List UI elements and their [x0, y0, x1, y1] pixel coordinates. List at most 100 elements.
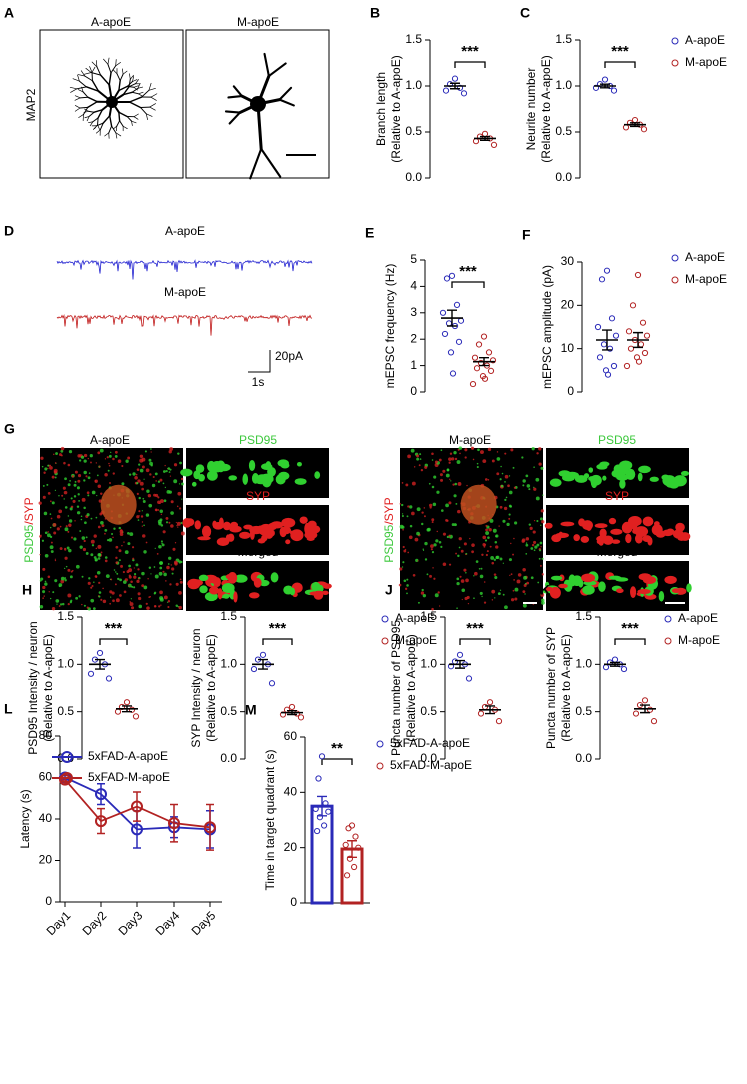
image-detail [87, 476, 91, 480]
image-detail [446, 519, 449, 522]
image-detail [481, 553, 484, 556]
image-detail [456, 607, 458, 609]
y-axis-label: (Relative to A-apoE) [204, 634, 218, 741]
image-detail [248, 459, 256, 472]
image-detail [81, 536, 86, 540]
image-detail [93, 534, 97, 538]
y-axis-label: mEPSC amplitude (pA) [540, 265, 554, 389]
image-detail [99, 74, 110, 86]
image-detail [166, 489, 171, 494]
image-detail [70, 570, 73, 573]
image-detail [525, 542, 528, 544]
image-detail [455, 552, 458, 555]
image-detail [482, 459, 487, 464]
image-detail [56, 527, 60, 531]
image-detail [105, 574, 110, 579]
image-detail [513, 486, 517, 489]
image-detail [500, 465, 502, 468]
image-detail [128, 568, 133, 573]
image-detail [249, 147, 263, 180]
image-detail [150, 573, 152, 575]
image-detail [504, 481, 506, 483]
image-detail [47, 467, 49, 470]
image-detail [138, 604, 143, 609]
image-detail [401, 503, 404, 507]
image-detail [133, 567, 135, 569]
image-detail [134, 475, 138, 480]
image-detail [67, 602, 70, 606]
legend-marker [671, 254, 679, 262]
image-detail [398, 583, 402, 587]
image-detail [539, 564, 542, 567]
data-point [487, 367, 495, 374]
image-detail [521, 538, 526, 543]
image-detail [104, 559, 108, 563]
data-point [610, 362, 618, 370]
image-detail [74, 105, 81, 109]
image-detail [141, 465, 145, 469]
image-detail [534, 545, 538, 549]
image-detail [128, 101, 142, 109]
image-detail [460, 484, 497, 525]
image-detail [118, 559, 121, 562]
image-detail [78, 595, 81, 598]
image-detail [132, 557, 135, 560]
marker [95, 788, 107, 801]
group-label: M-apoE [449, 433, 491, 447]
image-detail [619, 479, 626, 489]
image-detail [83, 72, 92, 75]
image-detail [95, 60, 98, 68]
image-detail [637, 472, 643, 482]
image-detail [132, 76, 135, 82]
image-detail [139, 454, 144, 458]
image-detail [97, 544, 102, 549]
legend-label: M-apoE [395, 633, 437, 647]
image-detail [530, 547, 534, 550]
image-detail [405, 548, 407, 551]
image-detail [459, 452, 461, 455]
image-detail [507, 484, 510, 488]
data-point [477, 710, 485, 717]
image-detail [446, 468, 450, 472]
data-point [602, 664, 610, 671]
image-detail [471, 543, 475, 547]
image-detail [65, 525, 68, 528]
image-detail [481, 595, 483, 598]
image-detail [431, 521, 434, 524]
image-detail [504, 498, 507, 502]
inset-label: Merged [238, 545, 279, 559]
image-detail [399, 503, 401, 505]
image-detail [178, 507, 182, 510]
image-detail [118, 111, 128, 118]
image-detail [294, 478, 307, 485]
image-detail [594, 523, 608, 529]
image-detail [182, 517, 192, 528]
error-bar [347, 840, 357, 859]
y-axis-label: Puncta number of PSD95 [389, 620, 403, 756]
image-detail [67, 463, 71, 467]
image-detail [159, 597, 164, 602]
image-detail [44, 531, 48, 535]
image-detail [137, 592, 141, 596]
image-detail [512, 553, 514, 556]
image-detail [484, 543, 487, 546]
image-detail [445, 503, 449, 508]
image-detail [160, 524, 164, 527]
image-detail [514, 521, 518, 525]
image-detail [161, 542, 163, 545]
image-detail [176, 525, 178, 527]
legend-label: 5xFAD-A-apoE [88, 749, 168, 763]
image-detail [533, 466, 535, 468]
image-detail [77, 454, 81, 458]
image-detail [465, 553, 467, 556]
image-detail [530, 576, 534, 580]
panel-label: D [4, 223, 14, 239]
image-detail [260, 147, 282, 178]
image-detail [253, 577, 262, 588]
x-tick-label: Day1 [44, 908, 74, 938]
image-detail [647, 536, 653, 546]
image-detail [434, 460, 438, 464]
stain-part: PSD95 [382, 524, 396, 562]
image-detail [108, 125, 113, 134]
image-detail [73, 483, 77, 487]
